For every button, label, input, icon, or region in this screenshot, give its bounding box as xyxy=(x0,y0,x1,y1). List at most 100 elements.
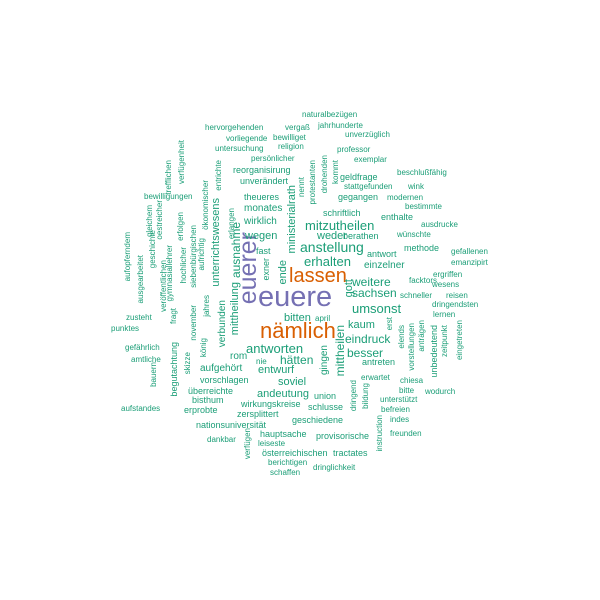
word-unterstuetzt: unterstützt xyxy=(380,395,418,404)
word-schriftlich: schriftlich xyxy=(323,208,361,218)
word-bewilligungen: bewilligungen xyxy=(144,192,193,201)
word-begutachtung: begutachtung xyxy=(169,342,179,397)
word-monates: monates xyxy=(244,203,283,214)
word-protestanten: protestanten xyxy=(308,160,317,205)
word-geschiedene: geschiedene xyxy=(292,415,344,425)
word-naturalbezuegen: naturalbezügen xyxy=(302,110,358,119)
word-lernen: lernen xyxy=(433,310,456,319)
word-naemlich: nämlich xyxy=(260,318,336,343)
word-dringlichkeit: dringlichkeit xyxy=(313,463,356,472)
word-verbunden: verbunden xyxy=(217,300,228,348)
word-bauern: bauern xyxy=(149,362,158,387)
word-entwurf: entwurf xyxy=(258,364,295,376)
word-tractates: tractates xyxy=(333,448,368,458)
word-wink: wink xyxy=(408,182,425,191)
word-euere: euere xyxy=(258,281,333,313)
word-leiseste: leiseste xyxy=(258,439,286,448)
word-nennt: nennt xyxy=(297,177,306,198)
word-exemplar: exemplar xyxy=(354,155,387,164)
word-jahres: jahres xyxy=(202,295,211,317)
word-umsonst: umsonst xyxy=(352,301,402,316)
word-aufstandes: aufstandes xyxy=(121,404,161,413)
word-befreien: befreien xyxy=(381,405,410,414)
word-ergriffen: ergriffen xyxy=(433,270,463,279)
word-mitzutheilen: mitzutheilen xyxy=(305,218,375,233)
word-wegen: wegen xyxy=(245,230,278,242)
word-berathen: berathen xyxy=(343,231,379,241)
word-trefflichen: trefflichen xyxy=(164,160,173,195)
word-dringend: dringend xyxy=(349,380,358,412)
word-anstellung: anstellung xyxy=(300,239,364,255)
word-freunden: freunden xyxy=(390,429,422,438)
word-emanzipirt: emanzipirt xyxy=(451,258,488,267)
word-schaffen: schaffen xyxy=(270,468,301,477)
word-stattgefunden: stattgefunden xyxy=(344,182,393,191)
word-aufopferndem: aufopferndem xyxy=(123,232,132,282)
word-wodurch: wodurch xyxy=(425,387,456,396)
word-religion: religion xyxy=(278,142,304,151)
word-amtliche: amtliche xyxy=(131,355,161,364)
word-haetten: hätten xyxy=(280,353,314,367)
word-bewilliget: bewilliget xyxy=(273,133,306,142)
word-schlusse: schlusse xyxy=(308,402,344,412)
word-unbedeutend: unbedeutend xyxy=(429,325,439,378)
word-kaum: kaum xyxy=(348,319,375,331)
word-hochlicher: hochlicher xyxy=(179,247,188,284)
word-erhalten: erhalten xyxy=(304,254,351,269)
word-antwort: antwort xyxy=(367,249,397,259)
word-zersplittert: zersplittert xyxy=(237,409,279,419)
word-bildung: bildung xyxy=(361,383,370,409)
word-reorganisirung: reorganisirung xyxy=(233,165,291,175)
word-wirklich: wirklich xyxy=(244,216,277,227)
word-punktes: punktes xyxy=(111,324,140,333)
word-geldfrage: geldfrage xyxy=(340,172,378,182)
word-gingen: gingen xyxy=(319,345,330,376)
word-modernen: modernen xyxy=(387,193,424,202)
word-gleichem: gleichem xyxy=(145,205,154,238)
word-veroeffentlichen: veröffentlichen xyxy=(159,260,168,312)
word-antreten: antreten xyxy=(362,357,396,367)
word-ende: ende xyxy=(277,260,289,285)
word-oekonomischer: ökonomischer xyxy=(201,180,210,230)
word-antworten: antworten xyxy=(246,341,304,356)
word-vergass: vergaß xyxy=(285,123,310,132)
word-mittheilen: mittheilen xyxy=(333,325,347,377)
word-erprobte: erprobte xyxy=(184,405,218,415)
word-fragt: fragt xyxy=(169,308,178,325)
word-vorschlagen: vorschlagen xyxy=(200,375,249,385)
word-dankbar: dankbar xyxy=(207,435,236,444)
word-unveraendert: unverändert xyxy=(240,176,289,186)
word-eingetreten: eingetreten xyxy=(455,320,464,361)
word-verfuegen: verfügen xyxy=(243,428,252,460)
word-beschlussfaehig: beschlußfähig xyxy=(397,168,447,177)
word-gegangen: gegangen xyxy=(338,192,379,202)
word-lassen: lassen xyxy=(289,265,347,287)
word-drohenden: drohenden xyxy=(320,155,329,194)
word-ueberreichte: überreichte xyxy=(188,386,234,396)
word-exner: exner xyxy=(261,258,271,281)
word-hauptsache: hauptsache xyxy=(260,429,307,439)
word-weitere: weitere xyxy=(352,275,391,289)
word-provisorische: provisorische xyxy=(316,431,370,441)
word-oestreicher: oestreicher xyxy=(155,200,164,240)
word-enthalte: enthalte xyxy=(381,212,414,222)
word-jahrhunderte: jahrhunderte xyxy=(318,121,363,130)
word-erlangen: erlangen xyxy=(227,208,236,240)
word-gefaehrlich: gefährlich xyxy=(125,343,160,352)
word-soviel: soviel xyxy=(278,376,307,388)
word-nie: nie xyxy=(256,357,267,366)
word-methode: methode xyxy=(404,243,440,253)
word-instruction: instruction xyxy=(375,415,384,452)
word-indes: indes xyxy=(390,415,410,424)
word-april: april xyxy=(315,314,331,323)
word-bitte: bitte xyxy=(399,386,415,395)
word-gott: gott xyxy=(343,279,355,298)
word-gefallenen: gefallenen xyxy=(451,247,488,256)
word-einzelner: einzelner xyxy=(364,260,405,271)
word-besser: besser xyxy=(347,346,384,360)
word-nationsuniversitaet: nationsuniversität xyxy=(196,420,267,430)
word-elends: elends xyxy=(397,325,406,349)
word-ausdrucke: ausdrucke xyxy=(421,220,458,229)
word-bisthum: bisthum xyxy=(192,395,224,405)
word-rom: rom xyxy=(230,351,248,362)
